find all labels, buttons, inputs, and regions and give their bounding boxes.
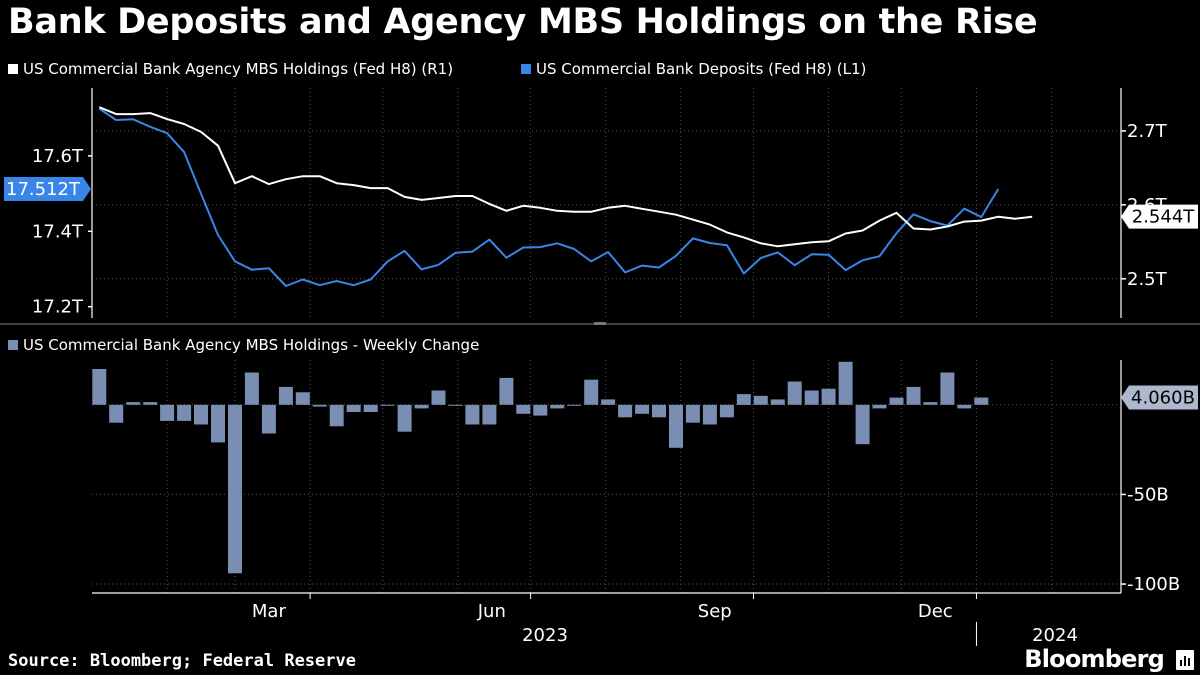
x-month-label: Sep	[698, 601, 732, 622]
weekly-change-bar	[855, 404, 870, 445]
weekly-change-bar	[295, 392, 310, 405]
weekly-change-bar	[397, 404, 412, 432]
left-tick-label: 17.2T	[32, 297, 84, 318]
x-year-label: 2023	[522, 625, 568, 646]
weekly-change-bar	[719, 404, 734, 418]
left-tick-label: 17.6T	[32, 146, 84, 167]
weekly-change-bar	[329, 404, 344, 427]
weekly-change-bar	[228, 404, 242, 574]
bottom-right-tick-label: -100B	[1127, 574, 1180, 595]
deposits-last-value-label: 17.512T	[6, 179, 81, 200]
weekly-last-value-label: 4.060B	[1131, 388, 1195, 409]
weekly-change-bar	[533, 404, 548, 416]
weekly-change-bar	[516, 404, 531, 414]
weekly-change-bar	[652, 404, 666, 418]
weekly-change-bar	[482, 404, 497, 425]
legend-swatch-deposits	[521, 64, 531, 74]
weekly-change-bar	[414, 404, 429, 409]
weekly-change-bar	[838, 361, 853, 405]
weekly-change-bar	[550, 404, 565, 409]
legend-swatch-mbs	[8, 64, 18, 74]
weekly-change-bar	[584, 379, 599, 405]
weekly-change-bar	[804, 390, 819, 405]
weekly-change-bar	[380, 404, 395, 406]
weekly-change-bar	[346, 404, 361, 412]
chart-icon	[1176, 650, 1194, 670]
weekly-change-bar	[974, 397, 989, 405]
mbs-last-value-tag	[1121, 204, 1198, 229]
weekly-change-bar	[109, 404, 124, 423]
weekly-change-bar	[312, 404, 327, 407]
legend-label-deposits: US Commercial Bank Deposits (Fed H8) (L1…	[536, 60, 867, 78]
source-note: Source: Bloomberg; Federal Reserve	[8, 651, 356, 671]
weekly-change-bar	[685, 404, 700, 423]
weekly-change-bar	[872, 404, 887, 409]
weekly-change-bar	[278, 386, 293, 405]
weekly-change-bar	[957, 404, 972, 409]
legend-mbs-holdings: US Commercial Bank Agency MBS Holdings (…	[8, 60, 453, 78]
weekly-change-bar	[143, 402, 158, 405]
weekly-change-bar	[177, 404, 192, 421]
mbs-holdings-line	[98, 106, 1033, 248]
deposits-line	[98, 107, 1000, 287]
right-tick-label: 2.5T	[1127, 269, 1168, 290]
legend-deposits: US Commercial Bank Deposits (Fed H8) (L1…	[521, 60, 866, 78]
weekly-change-bar	[736, 394, 751, 405]
weekly-change-bar	[821, 388, 836, 405]
weekly-change-bar	[261, 404, 276, 434]
weekly-change-bar	[363, 404, 378, 412]
weekly-change-bar	[465, 404, 480, 425]
weekly-change-bar	[753, 395, 768, 405]
x-month-label: Mar	[252, 601, 287, 622]
weekly-change-bar	[618, 404, 633, 418]
weekly-change-bar	[906, 386, 921, 405]
legend-weekly-change: US Commercial Bank Agency MBS Holdings -…	[8, 336, 479, 354]
weekly-change-bar	[601, 399, 616, 405]
weekly-last-value-tag	[1121, 385, 1198, 410]
legend-swatch-weekly	[8, 340, 18, 350]
weekly-change-bar	[431, 390, 446, 405]
weekly-change-bar	[787, 381, 802, 405]
mbs-last-value-label: 2.544T	[1132, 207, 1196, 228]
weekly-change-bar	[702, 404, 717, 425]
weekly-change-bar	[567, 404, 582, 406]
chart-title: Bank Deposits and Agency MBS Holdings on…	[8, 2, 1038, 42]
weekly-change-bar	[770, 399, 785, 405]
x-year-label: 2024	[1032, 625, 1078, 646]
bottom-right-tick-label: -50B	[1127, 484, 1169, 505]
weekly-change-bar	[244, 372, 259, 405]
weekly-change-bar	[194, 404, 208, 425]
x-month-label: Dec	[918, 601, 953, 622]
legend-label-weekly: US Commercial Bank Agency MBS Holdings -…	[23, 336, 480, 354]
deposits-last-value-tag	[4, 177, 91, 202]
weekly-change-bar	[923, 402, 938, 405]
weekly-change-bar	[92, 369, 107, 405]
weekly-change-bar	[669, 404, 683, 448]
left-tick-label: 17.4T	[32, 221, 84, 242]
brand-logo: Bloomberg	[1024, 645, 1165, 673]
weekly-change-bar	[126, 402, 141, 405]
weekly-change-bar	[160, 404, 175, 421]
weekly-change-bar	[635, 404, 650, 414]
x-month-label: Jun	[477, 601, 506, 622]
panel-resize-handle	[594, 322, 606, 325]
weekly-change-bar	[499, 377, 514, 405]
weekly-change-bar	[211, 404, 225, 443]
legend-label-mbs: US Commercial Bank Agency MBS Holdings (…	[23, 60, 454, 78]
weekly-change-bar	[889, 397, 904, 405]
right-tick-label: 2.7T	[1127, 121, 1168, 142]
weekly-change-bar	[448, 404, 463, 406]
weekly-change-bar	[940, 372, 955, 405]
